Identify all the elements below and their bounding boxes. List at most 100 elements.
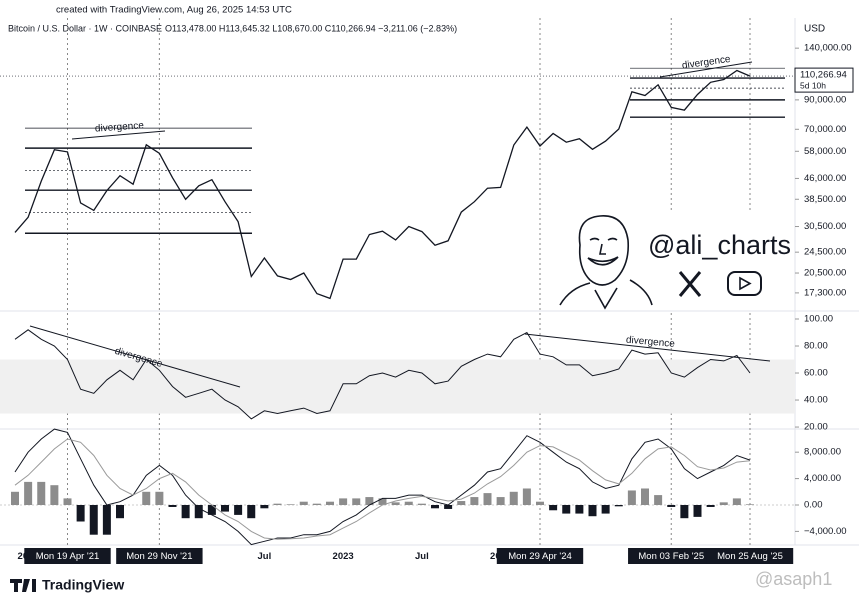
y-tick-label: 0.00 <box>804 500 823 511</box>
last-price-box <box>794 67 854 93</box>
date-highlight <box>706 548 794 564</box>
ohlc: O113,478.00 H113,645.32 L108,670.00 C110… <box>165 23 457 33</box>
hist-bar <box>247 504 256 519</box>
y-tick-label: −4,000.00 <box>804 526 847 537</box>
hist-bar <box>431 504 439 509</box>
annotation: divergence <box>95 120 145 134</box>
y-tick-label: 40.00 <box>804 395 828 406</box>
x-tick-label: Mon 29 Nov '21 <box>126 551 192 562</box>
x-tick-label: Jul <box>415 551 429 562</box>
hist-bar <box>50 485 59 505</box>
y-tick-label: 58,000.00 <box>804 146 846 157</box>
y-tick-label: 4,000.00 <box>804 473 841 484</box>
hist-bar <box>207 504 216 515</box>
hist-bar <box>221 504 229 512</box>
hist-bar <box>404 501 413 505</box>
hist-bar <box>63 498 72 505</box>
hist-bar <box>588 504 597 517</box>
x-tick-label: Jul <box>258 551 272 562</box>
y-tick-label: 80.00 <box>804 341 828 352</box>
hist-bar <box>732 498 741 505</box>
hist-bar <box>142 491 151 505</box>
date-highlight <box>24 548 111 564</box>
watermark: @asaph1 <box>755 569 832 589</box>
hist-bar <box>102 504 111 535</box>
hist-bar <box>339 498 348 505</box>
x-tick-label: Mon 25 Aug '25 <box>717 551 783 562</box>
hist-bar <box>352 498 361 505</box>
last-price-label: 110,266.94 <box>800 70 847 81</box>
y-tick-label: 20.00 <box>804 422 828 433</box>
hist-bar <box>444 504 453 509</box>
hist-bar <box>549 504 558 511</box>
youtube-icon <box>727 271 762 296</box>
series-line <box>14 69 751 300</box>
y-tick-label: 140,000.00 <box>804 43 852 54</box>
hist-bar <box>641 488 649 505</box>
hist-bar <box>667 504 676 507</box>
hist-bar <box>601 504 610 514</box>
x-icon <box>678 271 702 297</box>
hist-bar <box>746 504 754 505</box>
hist-bar <box>11 491 19 505</box>
hist-bar <box>24 481 33 505</box>
y-tick-label: 8,000.00 <box>804 447 841 458</box>
trendline <box>524 333 771 362</box>
hist-bar <box>680 504 689 519</box>
series-line <box>14 329 751 420</box>
hist-bar <box>378 498 387 505</box>
avatar <box>559 215 653 310</box>
currency: USD <box>804 24 825 35</box>
brand-box: @ali_charts <box>555 213 793 310</box>
hist-bar <box>234 504 243 515</box>
hist-bar <box>562 504 571 514</box>
tv-logo-icon <box>10 579 36 592</box>
date-highlight <box>496 548 584 564</box>
hist-bar <box>365 497 374 505</box>
hist-bar <box>627 490 636 505</box>
x-tick-label: Mon 29 Apr '24 <box>508 551 572 562</box>
trendline <box>71 130 166 140</box>
y-tick-label: 17,300.00 <box>804 287 846 298</box>
y-tick-label: 70,000.00 <box>804 124 846 135</box>
hist-bar <box>286 504 295 505</box>
hist-bar <box>654 495 663 505</box>
trendlines <box>29 61 771 388</box>
y-tick-label: 46,000.00 <box>804 173 846 184</box>
x-tick-label: Mon 19 Apr '21 <box>36 551 100 562</box>
y-tick-label: 38,500.00 <box>804 194 846 205</box>
brand-bg <box>555 213 793 310</box>
hist-bar <box>326 501 334 505</box>
hist-bar <box>470 497 479 505</box>
date-highlight <box>116 548 203 564</box>
hist-bar <box>155 491 164 505</box>
hist-bar <box>273 503 282 505</box>
hist-bar <box>417 503 426 505</box>
hist-bar <box>496 497 505 505</box>
hist-bar <box>614 504 623 507</box>
play-icon <box>739 276 752 291</box>
hist-bar <box>299 501 308 505</box>
hist-bar <box>457 501 466 505</box>
rsi-band <box>0 359 795 414</box>
hist-bar <box>509 491 518 505</box>
tv-logo: TradingView <box>42 577 124 593</box>
hist-bar <box>719 502 728 505</box>
countdown: 5d 10h <box>800 80 826 90</box>
trendline <box>29 325 241 388</box>
hist-bar <box>76 504 85 522</box>
y-tick-label: 24,500.00 <box>804 247 846 258</box>
hist-bar <box>483 493 492 505</box>
trendline <box>659 61 753 78</box>
date-highlight <box>628 548 715 564</box>
hist-bar <box>575 504 584 514</box>
series-line <box>14 438 751 540</box>
hist-bar <box>536 501 544 505</box>
hist-bar <box>168 504 177 507</box>
hist-bar <box>391 502 400 505</box>
handle: @ali_charts <box>648 230 791 260</box>
hist-bar <box>693 504 702 517</box>
y-tick-label: 90,000.00 <box>804 94 846 105</box>
